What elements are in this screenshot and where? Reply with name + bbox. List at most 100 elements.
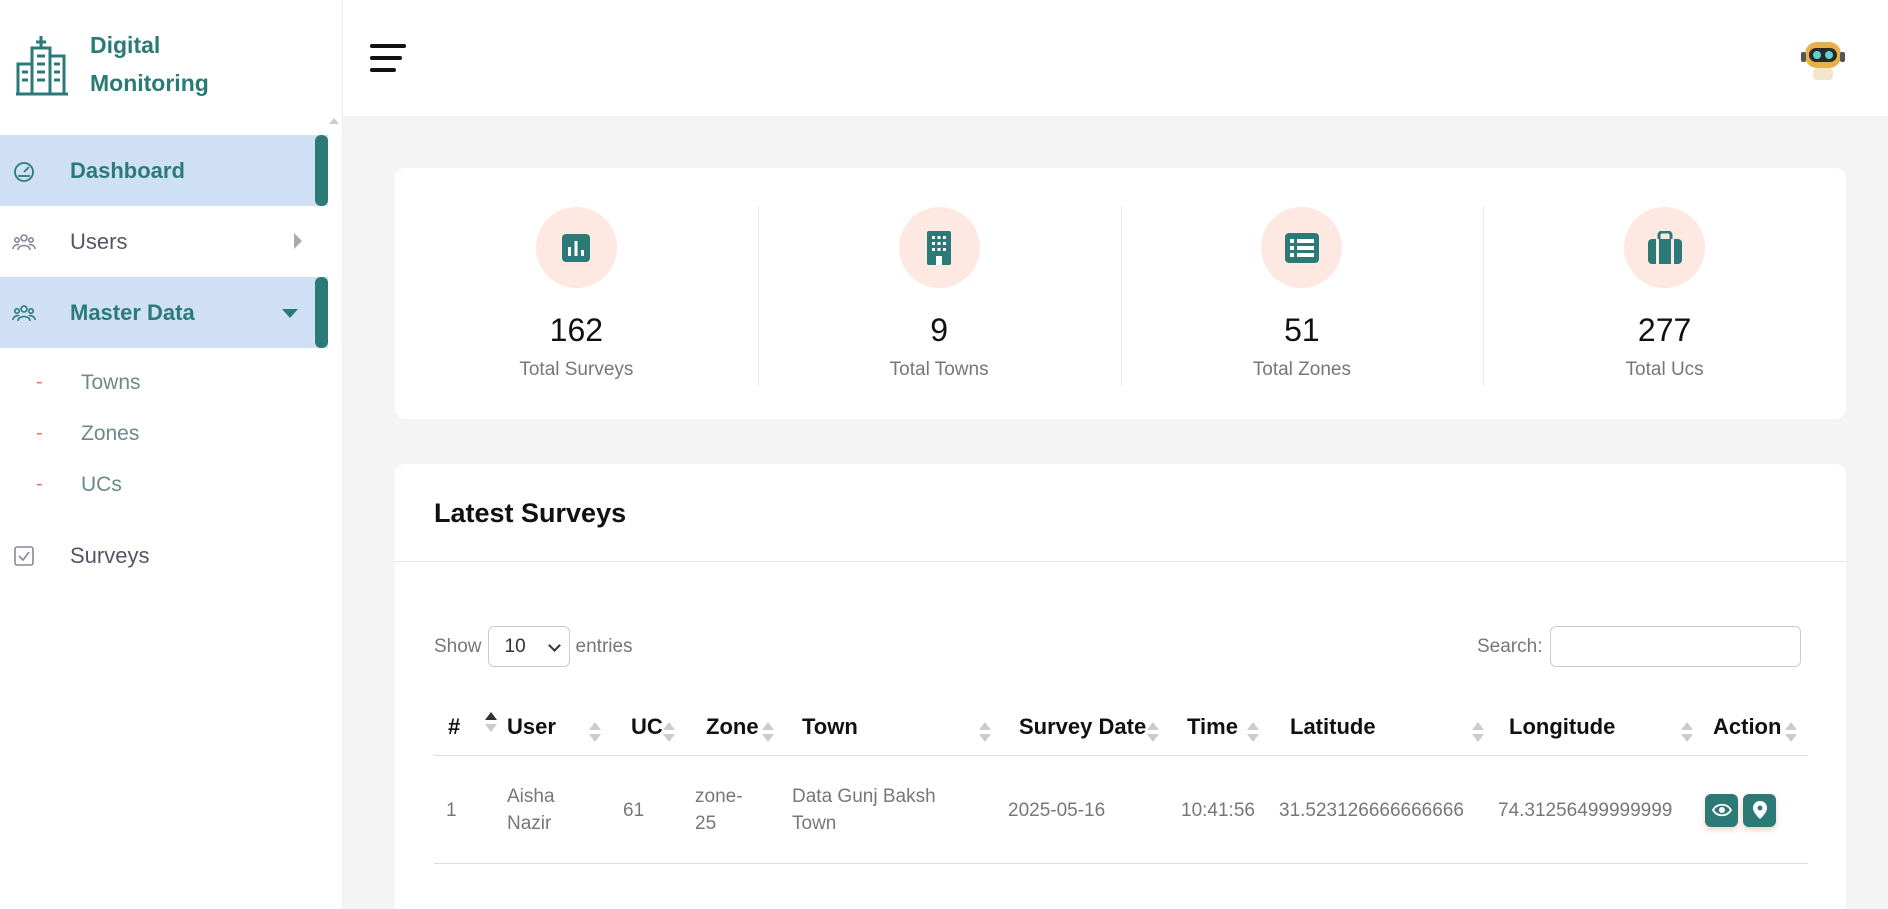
users-icon [12,234,36,251]
brand-logo[interactable]: Digital Monitoring [14,26,209,102]
sidebar-nav: Dashboard Users Master Data [0,135,328,348]
stat-total-surveys[interactable]: 162 Total Surveys [395,168,758,419]
sort-icon [485,712,497,734]
stat-icon-circle [898,207,980,288]
brand-line2: Monitoring [90,70,209,96]
column-header-label: Town [802,714,858,739]
caret-down-icon [282,309,298,318]
column-header-label: Survey Date [1019,714,1147,739]
subitem-label: Towns [81,370,141,394]
cell-town-line1: Data Gunj Baksh [792,786,936,807]
cell-town: Data Gunj Baksh Town [792,756,936,864]
table-search: Search: [1477,626,1802,667]
entries-length-control: Show 10 entries [434,626,633,667]
bullet-dash: - [36,473,43,495]
stat-value: 277 [1637,312,1692,348]
sidebar-item-surveys[interactable]: Surveys [0,520,328,591]
bullet-dash: - [36,371,43,393]
column-header-label: Latitude [1290,714,1376,739]
bullet-dash: - [36,422,43,444]
building-icon [927,230,952,265]
search-input[interactable] [1550,626,1802,667]
cell-zone: zone- 25 [695,756,743,864]
sort-icon [1472,722,1484,744]
column-header-label: Zone [706,714,759,739]
column-header-user[interactable]: User [507,714,601,756]
sidebar-item-label: Surveys [70,542,150,568]
robot-avatar-icon[interactable] [1795,30,1851,86]
cell-user-line1: Aisha [507,786,555,807]
column-header-time[interactable]: Time [1187,714,1259,756]
column-header-label: Longitude [1509,714,1616,739]
brand-name: Digital Monitoring [90,26,209,102]
column-header-zone[interactable]: Zone [706,714,774,756]
cell-user: Aisha Nazir [507,756,555,864]
top-header [343,0,1888,116]
entries-select[interactable]: 10 [487,626,570,667]
subitem-label: Zones [81,421,140,445]
column-header-latitude[interactable]: Latitude [1290,714,1484,756]
stat-icon-circle [535,207,617,288]
cell-town-line2: Town [792,813,837,834]
column-header-uc[interactable]: UC [631,714,675,756]
column-header-survey-date[interactable]: Survey Date [1019,714,1159,756]
table-row: 1 Aisha Nazir 61 zone- 25 Data Gunj Baksh T… [434,756,1808,864]
sidebar: Digital Monitoring Dashboard Users Maste… [0,0,343,909]
bar-chart-icon [562,233,591,262]
cell-zone-line2: 25 [695,813,717,834]
column-header-label: UC [631,714,663,739]
stat-total-towns[interactable]: 9 Total Towns [757,168,1121,419]
stat-total-ucs[interactable]: 277 Total Ucs [1483,168,1846,419]
sort-icon [1785,722,1797,744]
scrollbar-up-arrow[interactable] [329,118,339,124]
column-header-label: # [448,714,461,739]
sort-icon [1681,722,1693,744]
column-header-action[interactable]: Action [1713,714,1797,756]
chevron-down-icon [547,639,561,652]
sort-icon [1247,722,1259,744]
sort-icon [979,722,991,744]
table-header: # User UC Zone Town Survey Date Time La [434,712,1808,756]
hamburger-menu-icon[interactable] [370,44,406,74]
column-header-town[interactable]: Town [802,714,991,756]
cell-zone-line1: zone- [695,786,743,807]
column-header-longitude[interactable]: Longitude [1509,714,1693,756]
column-header-label: User [507,714,556,739]
sort-icon [1147,722,1159,744]
cell-survey-date: 2025-05-16 [1008,799,1106,821]
master-data-subnav: - Towns - Zones - UCs [0,357,328,510]
cell-longitude: 74.31256499999999 [1498,799,1673,821]
sidebar-item-users[interactable]: Users [0,206,328,277]
show-label: Show [434,635,482,657]
sidebar-item-label: Dashboard [70,157,185,183]
column-header-label: Time [1187,714,1238,739]
stat-total-zones[interactable]: 51 Total Zones [1120,168,1484,419]
users-icon [12,305,36,322]
divider [395,561,1846,562]
building-logo-icon [16,36,68,96]
sidebar-subitem-towns[interactable]: - Towns [0,357,328,408]
eye-icon [1711,803,1732,817]
sidebar-item-dashboard[interactable]: Dashboard [0,135,328,206]
sidebar-subitem-ucs[interactable]: - UCs [0,459,328,510]
sidebar-item-master-data[interactable]: Master Data [0,277,328,348]
briefcase-icon [1647,230,1682,264]
stat-label: Total Towns [889,359,989,380]
sort-icon [762,722,774,744]
stat-icon-circle [1624,207,1706,288]
sidebar-subitem-zones[interactable]: - Zones [0,408,328,459]
cell-number: 1 [446,799,457,821]
sidebar-item-label: Master Data [70,299,195,325]
location-button[interactable] [1743,793,1776,827]
sidebar-item-label: Users [70,228,128,254]
view-button[interactable] [1705,793,1738,827]
entries-label: entries [575,635,633,657]
stats-card: 162 Total Surveys 9 Total Towns 51 Total… [395,168,1846,419]
column-header-number[interactable]: # [448,712,497,756]
subitem-label: UCs [81,472,122,496]
cell-latitude: 31.523126666666666 [1279,799,1464,821]
sort-icon [589,722,601,744]
cell-user-line2: Nazir [507,813,552,834]
cell-time: 10:41:56 [1181,799,1255,821]
checkbox-icon [14,546,34,566]
